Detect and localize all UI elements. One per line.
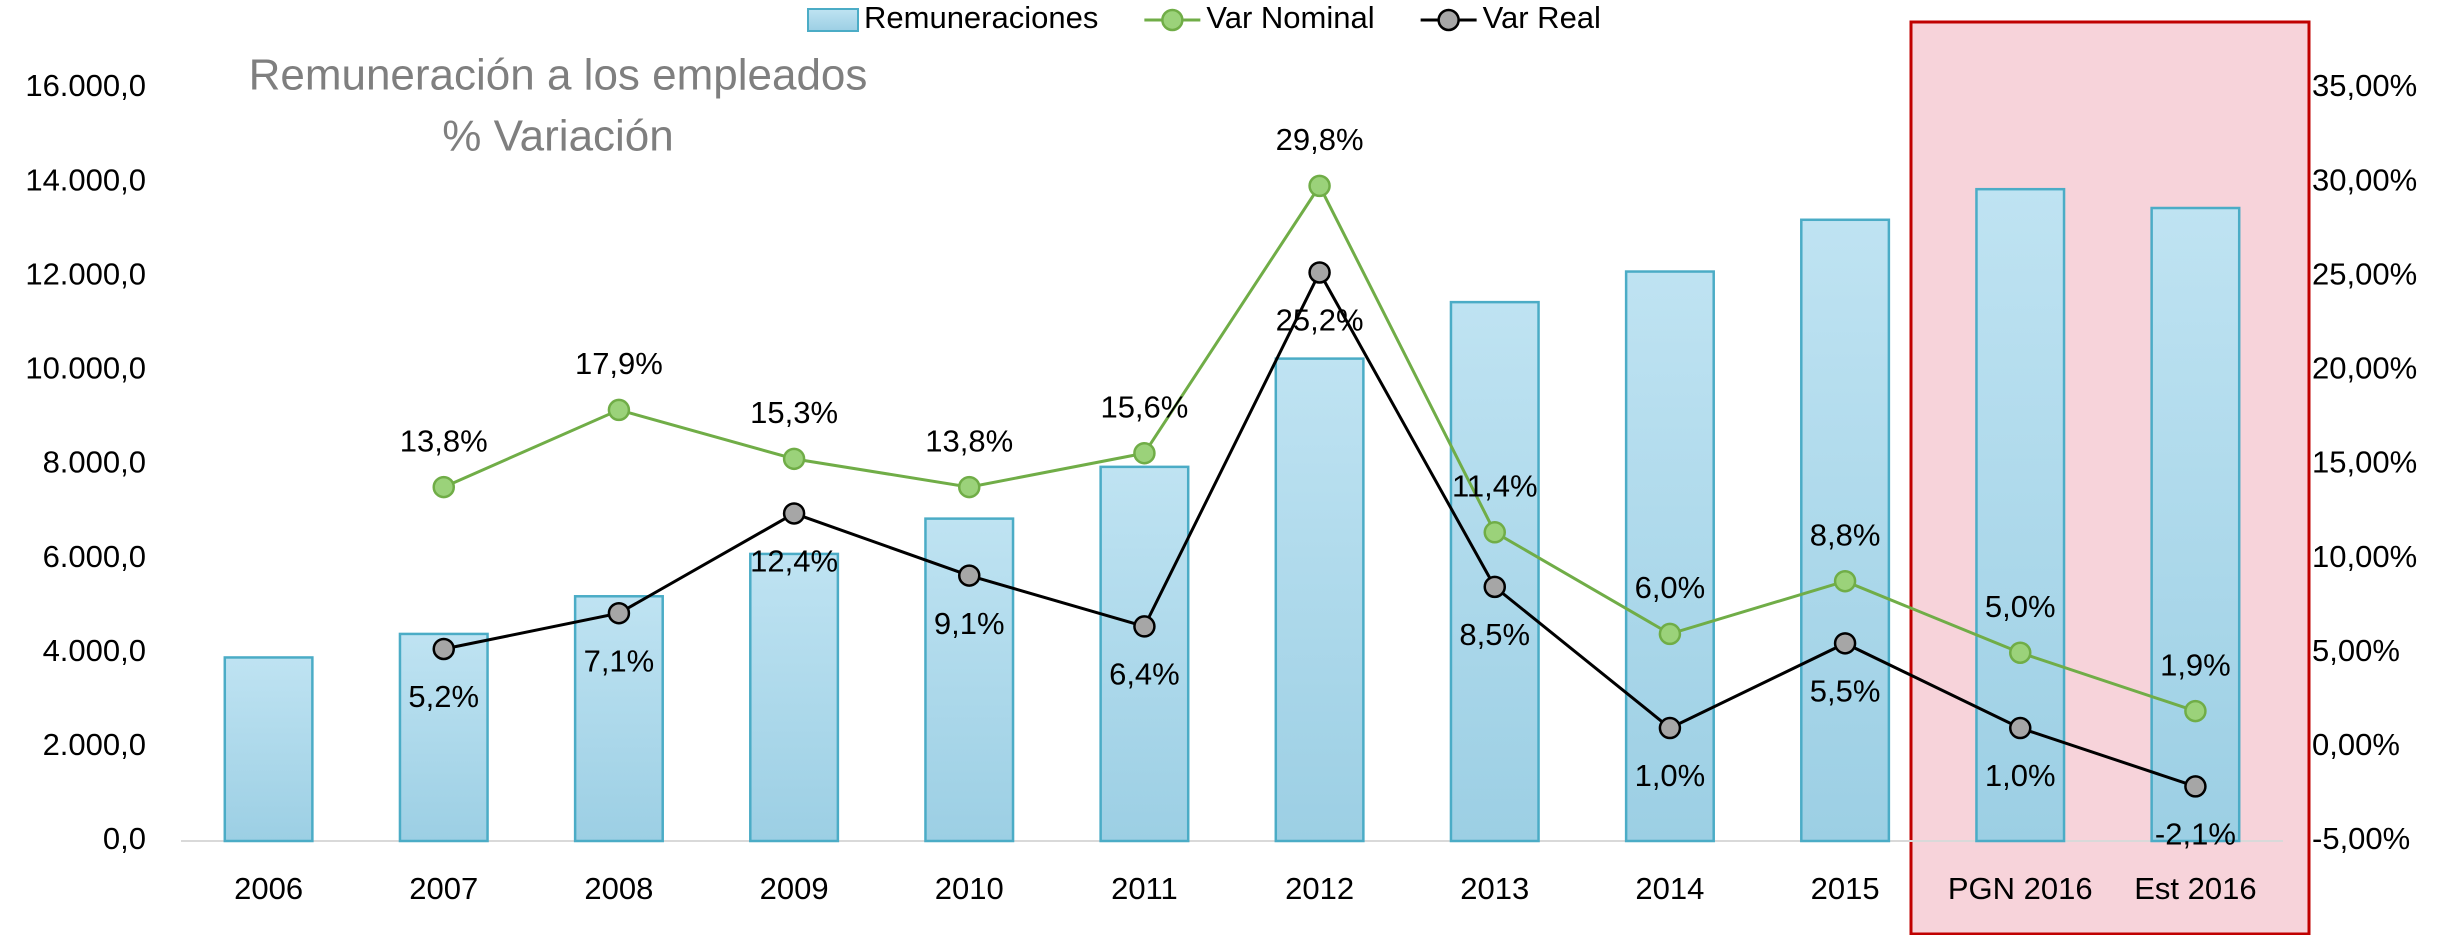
data-label: 15,6%: [1100, 389, 1188, 424]
marker: [607, 398, 631, 422]
y2-tick-label: -5,00%: [2312, 821, 2410, 856]
data-label: 1,0%: [1635, 758, 1706, 793]
chart-subtitle: % Variación: [442, 112, 674, 161]
data-label: 5,2%: [408, 679, 479, 714]
chart-title: Remuneración a los empleados: [249, 51, 868, 100]
data-label: 8,8%: [1810, 517, 1881, 552]
bar: [1624, 270, 1715, 843]
marker: [1308, 174, 1331, 198]
data-label: 8,5%: [1459, 617, 1530, 652]
legend-label: Remuneraciones: [864, 0, 1098, 35]
data-label: 5,0%: [1985, 589, 2056, 624]
data-label: 1,0%: [1985, 758, 2056, 793]
x-tick-label: 2011: [1111, 871, 1178, 906]
y-tick-label: 4.000,0: [43, 633, 146, 668]
marker: [607, 601, 631, 625]
marker: [958, 564, 981, 587]
marker: [2184, 775, 2207, 798]
y2-tick-label: 10,00%: [2312, 539, 2417, 574]
marker: [1308, 261, 1331, 284]
bar: [1975, 187, 2066, 843]
y2-tick-label: 20,00%: [2312, 351, 2417, 386]
x-tick-label: 2012: [1285, 871, 1354, 906]
y2-tick-label: 35,00%: [2312, 68, 2417, 103]
data-label: -2,1%: [2155, 817, 2236, 852]
x-tick-label: 2014: [1635, 871, 1704, 906]
marker: [1133, 441, 1156, 465]
y-tick-label: 14.000,0: [25, 162, 146, 197]
data-label: 5,5%: [1810, 674, 1881, 709]
marker: [2009, 641, 2032, 664]
x-tick-label: 2010: [935, 871, 1004, 906]
bar: [749, 552, 840, 843]
data-label: 29,8%: [1276, 122, 1364, 157]
bar: [2150, 206, 2241, 843]
x-tick-label: 2007: [409, 871, 478, 906]
marker: [1483, 575, 1506, 599]
y-tick-label: 10.000,0: [25, 351, 146, 386]
y2-tick-label: 0,00%: [2312, 727, 2400, 762]
x-tick-label: 2009: [760, 871, 829, 906]
marker: [1833, 569, 1857, 593]
marker: [432, 475, 455, 499]
y-tick-label: 12.000,0: [25, 256, 146, 291]
marker: [432, 637, 455, 661]
marker: [1833, 632, 1857, 655]
y2-tick-label: 30,00%: [2312, 162, 2417, 197]
x-tick-label: 2015: [1811, 871, 1880, 906]
data-label: 12,4%: [750, 544, 838, 579]
bar: [1099, 465, 1190, 843]
x-tick-label: 2006: [234, 871, 303, 906]
bar: [1800, 218, 1891, 843]
data-label: 17,9%: [575, 346, 663, 381]
marker: [1133, 615, 1156, 638]
legend-swatch: [807, 8, 859, 32]
legend-marker: [1161, 8, 1184, 32]
bar: [573, 595, 664, 843]
legend-label: Var Nominal: [1206, 0, 1374, 35]
y2-tick-label: 15,00%: [2312, 445, 2417, 480]
data-label: 13,8%: [400, 423, 488, 458]
x-tick-label: PGN 2016: [1948, 871, 2093, 906]
data-label: 15,3%: [750, 395, 838, 430]
bar: [398, 632, 489, 843]
forecast-highlight: [1909, 20, 2311, 935]
marker: [782, 502, 806, 525]
y-tick-label: 16.000,0: [25, 68, 146, 103]
data-label: 6,4%: [1109, 657, 1180, 692]
data-label: 25,2%: [1276, 303, 1364, 338]
marker: [958, 475, 981, 499]
bar: [223, 656, 314, 843]
y-tick-label: 2.000,0: [43, 727, 146, 762]
marker: [2184, 699, 2207, 723]
data-label: 9,1%: [934, 606, 1005, 641]
bar: [1274, 357, 1365, 843]
marker: [1658, 716, 1682, 740]
marker: [1483, 521, 1506, 544]
data-label: 13,8%: [925, 423, 1013, 458]
data-label: 11,4%: [1452, 468, 1538, 503]
marker: [782, 447, 806, 471]
y2-tick-label: 25,00%: [2312, 256, 2417, 291]
x-tick-label: Est 2016: [2134, 871, 2256, 906]
data-label: 6,0%: [1635, 570, 1706, 605]
bar: [1449, 300, 1540, 843]
legend-label: Var Real: [1483, 0, 1601, 35]
x-tick-label: 2008: [584, 871, 653, 906]
y-tick-label: 8.000,0: [43, 445, 146, 480]
data-label: 7,1%: [584, 643, 655, 678]
y2-tick-label: 5,00%: [2312, 633, 2400, 668]
y-tick-label: 0,0: [103, 821, 146, 856]
y-tick-label: 6.000,0: [43, 539, 146, 574]
x-tick-label: 2013: [1460, 871, 1529, 906]
marker: [1658, 622, 1682, 646]
data-label: 1,9%: [2160, 647, 2231, 682]
legend-marker: [1437, 8, 1460, 32]
marker: [2009, 716, 2032, 740]
